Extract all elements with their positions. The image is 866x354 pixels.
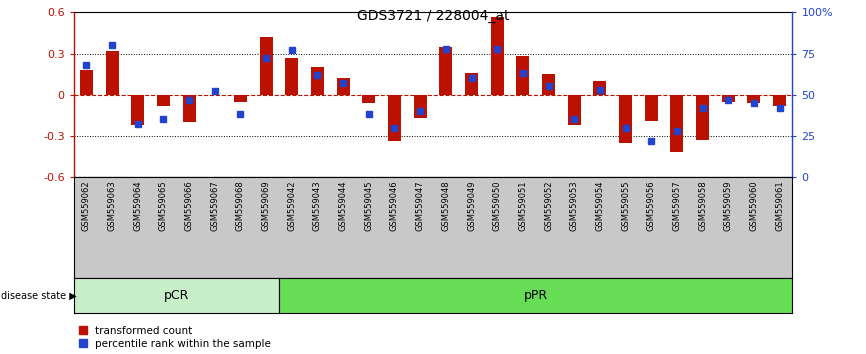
Bar — [721, 95, 734, 102]
Text: GSM559054: GSM559054 — [595, 180, 604, 230]
Bar — [593, 81, 606, 95]
Bar — [260, 37, 273, 95]
Text: GSM559066: GSM559066 — [184, 180, 194, 231]
Bar — [234, 95, 247, 102]
Text: pCR: pCR — [164, 289, 189, 302]
Bar — [388, 95, 401, 141]
Bar — [286, 58, 298, 95]
Bar — [414, 95, 427, 118]
Text: GSM559045: GSM559045 — [365, 180, 373, 230]
Bar — [183, 95, 196, 122]
Text: GSM559065: GSM559065 — [159, 180, 168, 231]
Bar — [773, 95, 786, 105]
Text: disease state ▶: disease state ▶ — [1, 291, 76, 301]
Text: GSM559057: GSM559057 — [672, 180, 682, 231]
Bar — [362, 95, 375, 103]
Text: GSM559046: GSM559046 — [390, 180, 399, 231]
Bar — [439, 47, 452, 95]
Text: GSM559063: GSM559063 — [107, 180, 117, 231]
Text: GSM559067: GSM559067 — [210, 180, 219, 231]
Text: GSM559042: GSM559042 — [288, 180, 296, 230]
Text: GSM559061: GSM559061 — [775, 180, 784, 231]
Bar — [747, 95, 760, 103]
Text: GSM559053: GSM559053 — [570, 180, 578, 231]
Bar — [311, 67, 324, 95]
Text: GSM559043: GSM559043 — [313, 180, 322, 231]
Bar — [670, 95, 683, 152]
Text: pPR: pPR — [524, 289, 548, 302]
Text: GSM559062: GSM559062 — [82, 180, 91, 231]
Text: GSM559056: GSM559056 — [647, 180, 656, 231]
Bar — [465, 73, 478, 95]
Text: GSM559050: GSM559050 — [493, 180, 501, 230]
Bar — [132, 95, 145, 125]
Text: GSM559060: GSM559060 — [749, 180, 759, 231]
Text: GSM559049: GSM559049 — [467, 180, 476, 230]
Bar — [619, 95, 632, 143]
Text: GSM559059: GSM559059 — [724, 180, 733, 230]
Text: GDS3721 / 228004_at: GDS3721 / 228004_at — [357, 9, 509, 23]
Text: GSM559055: GSM559055 — [621, 180, 630, 230]
Bar — [568, 95, 580, 125]
Text: GSM559052: GSM559052 — [544, 180, 553, 230]
Text: GSM559068: GSM559068 — [236, 180, 245, 231]
Bar — [542, 74, 555, 95]
Bar — [645, 95, 657, 121]
Bar — [491, 17, 504, 95]
Bar — [696, 95, 709, 140]
Text: GSM559048: GSM559048 — [442, 180, 450, 231]
Text: GSM559069: GSM559069 — [262, 180, 271, 231]
Text: GSM559044: GSM559044 — [339, 180, 347, 230]
Bar — [337, 78, 350, 95]
Bar — [157, 95, 170, 105]
Bar — [106, 51, 119, 95]
Bar — [80, 70, 93, 95]
Legend: transformed count, percentile rank within the sample: transformed count, percentile rank withi… — [79, 326, 271, 349]
Text: GSM559047: GSM559047 — [416, 180, 424, 231]
Bar — [516, 56, 529, 95]
Text: GSM559058: GSM559058 — [698, 180, 707, 231]
Text: GSM559064: GSM559064 — [133, 180, 142, 231]
Text: GSM559051: GSM559051 — [519, 180, 527, 230]
